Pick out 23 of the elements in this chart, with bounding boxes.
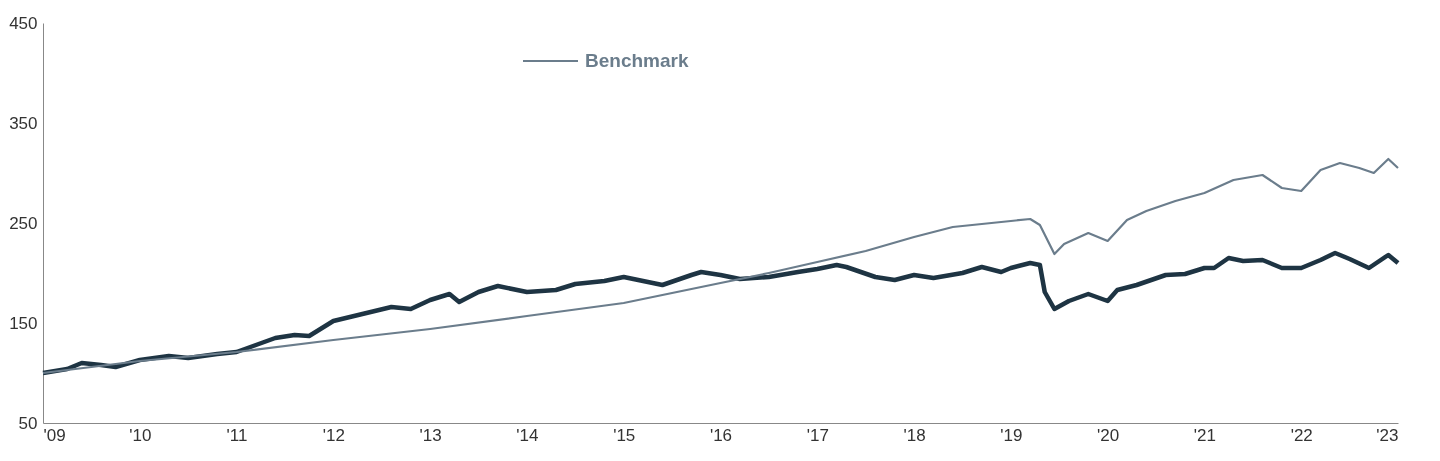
x-tick-label: '20 — [1097, 425, 1120, 445]
x-tick-label: '10 — [129, 425, 152, 445]
y-tick-label: 150 — [9, 313, 38, 333]
x-tick-label: '19 — [1000, 425, 1023, 445]
x-tick-label: '16 — [709, 425, 733, 445]
x-tick-label: '23 — [1376, 425, 1399, 445]
x-tick-label: '22 — [1290, 425, 1313, 445]
x-tick-label: '17 — [806, 425, 829, 445]
x-tick-label: '11 — [226, 425, 248, 445]
y-tick-label: 250 — [9, 213, 38, 233]
y-tick-label: 50 — [18, 413, 38, 433]
y-tick-label: 350 — [9, 113, 38, 133]
x-tick-label: '12 — [322, 425, 345, 445]
x-tick-label: '18 — [903, 425, 926, 445]
line-series — [41, 157, 1400, 375]
x-tick-label: '21 — [1193, 425, 1217, 445]
y-tick-label: 450 — [9, 13, 38, 33]
x-tick-label: '09 — [43, 425, 66, 445]
x-tick-label: '15 — [613, 425, 636, 445]
line-series — [40, 250, 1401, 376]
x-tick-label: '13 — [419, 425, 442, 445]
legend-label: Benchmark — [585, 50, 689, 71]
x-tick-label: '14 — [516, 425, 539, 445]
